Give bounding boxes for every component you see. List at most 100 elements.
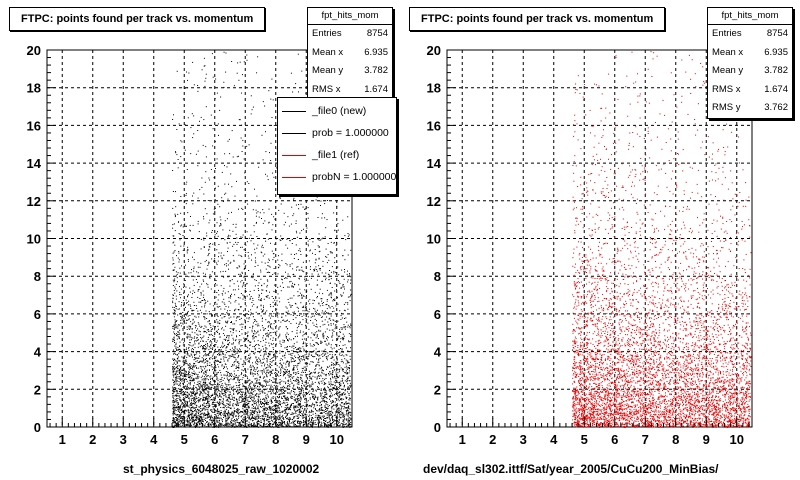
data-point	[195, 415, 197, 417]
data-point	[283, 387, 285, 389]
data-point	[318, 257, 320, 259]
data-point	[215, 393, 217, 395]
data-point	[201, 306, 203, 308]
data-point	[244, 340, 246, 342]
data-point	[331, 297, 332, 299]
data-point	[271, 357, 273, 359]
data-point	[245, 359, 247, 361]
data-point	[311, 383, 313, 385]
data-point	[215, 417, 217, 419]
data-point	[267, 321, 269, 323]
data-point	[340, 361, 342, 363]
data-point	[188, 416, 189, 418]
data-point	[174, 408, 176, 410]
data-point	[334, 423, 336, 425]
data-point	[259, 411, 261, 413]
data-point	[225, 192, 227, 194]
data-point	[310, 372, 312, 374]
data-point	[326, 425, 328, 427]
data-point	[226, 265, 227, 267]
data-point	[208, 263, 210, 265]
data-point	[331, 423, 333, 425]
data-point	[307, 404, 309, 406]
data-point	[255, 257, 256, 259]
data-point	[203, 373, 205, 375]
data-point	[300, 321, 301, 323]
data-point	[278, 401, 280, 403]
data-point	[333, 388, 335, 389]
data-point	[324, 387, 326, 389]
data-point	[212, 384, 214, 386]
data-point	[224, 394, 226, 396]
data-point	[218, 289, 219, 291]
data-point	[280, 424, 282, 426]
data-point	[265, 412, 267, 414]
data-point	[239, 324, 241, 326]
data-point	[300, 302, 302, 304]
data-point	[253, 411, 255, 413]
data-point	[350, 424, 352, 426]
data-point	[260, 354, 262, 356]
data-point	[173, 331, 175, 333]
data-point	[204, 330, 206, 332]
data-point	[331, 364, 333, 365]
data-point	[194, 358, 196, 360]
data-point	[239, 61, 241, 63]
data-point	[276, 370, 278, 372]
data-point	[310, 345, 312, 347]
data-point	[310, 266, 311, 268]
data-point	[345, 370, 347, 372]
data-point	[234, 301, 236, 303]
data-point	[329, 424, 331, 426]
data-point	[252, 209, 254, 211]
data-point	[239, 348, 240, 350]
data-point	[172, 119, 174, 120]
data-point	[330, 315, 332, 317]
data-point	[338, 424, 340, 426]
data-point	[177, 388, 179, 390]
data-point	[203, 246, 205, 248]
data-point	[347, 361, 349, 363]
data-point	[327, 426, 328, 428]
data-point	[254, 347, 256, 349]
data-point	[215, 393, 217, 395]
data-point	[176, 419, 177, 421]
data-point	[263, 398, 265, 400]
data-point	[185, 349, 187, 351]
data-point	[327, 352, 329, 354]
data-point	[225, 391, 226, 393]
data-point	[175, 424, 177, 426]
data-point	[194, 315, 196, 317]
data-point	[322, 398, 324, 400]
data-point	[268, 208, 270, 210]
data-point	[265, 353, 267, 355]
data-point	[350, 384, 352, 386]
data-point	[276, 391, 278, 393]
data-point	[303, 409, 305, 411]
data-point	[248, 416, 250, 418]
data-point	[212, 325, 214, 327]
data-point	[291, 297, 293, 299]
data-point	[172, 257, 174, 259]
data-point	[200, 294, 202, 296]
data-point	[311, 372, 313, 374]
data-point	[287, 413, 288, 415]
data-point	[193, 422, 195, 424]
data-point	[234, 357, 236, 359]
data-point	[254, 415, 256, 417]
data-point	[180, 312, 182, 314]
data-point	[176, 320, 178, 321]
data-point	[188, 327, 190, 329]
data-point	[211, 411, 213, 413]
data-point	[251, 391, 253, 393]
data-point	[296, 232, 298, 234]
data-point	[203, 340, 204, 342]
data-point	[207, 360, 209, 362]
data-point	[318, 303, 320, 305]
data-point	[210, 288, 212, 290]
data-point	[196, 337, 198, 339]
data-point	[200, 326, 202, 328]
data-point	[330, 392, 332, 394]
data-point	[262, 362, 264, 364]
data-point	[232, 255, 234, 257]
